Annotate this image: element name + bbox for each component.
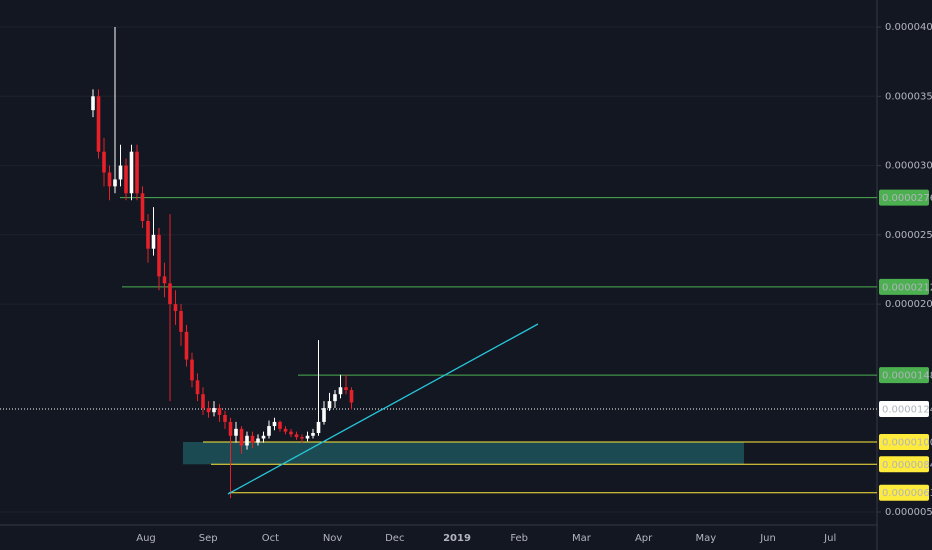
- x-tick-label: Sep: [199, 533, 218, 544]
- candle-body: [206, 408, 211, 413]
- x-tick-label: Nov: [323, 533, 343, 544]
- candle-body: [338, 387, 343, 395]
- candle-body: [223, 414, 227, 422]
- y-tick-label: 0.00004000: [885, 22, 932, 33]
- price-badge: [879, 189, 929, 206]
- x-tick-label: 2019: [443, 533, 471, 544]
- candle-body: [118, 165, 123, 180]
- candle-body: [305, 435, 310, 439]
- x-tick-label: Jun: [759, 533, 776, 544]
- candle-body: [311, 432, 315, 436]
- candle-body: [267, 426, 271, 436]
- candle-body: [250, 435, 255, 443]
- candle-body: [190, 359, 194, 381]
- trend-line: [227, 323, 539, 495]
- candle-body: [91, 96, 95, 111]
- candle-body: [289, 431, 293, 435]
- candle-body: [113, 179, 117, 187]
- x-tick-label: May: [695, 533, 716, 544]
- zone: [183, 442, 744, 465]
- candle-body: [283, 428, 288, 432]
- candle-body: [316, 421, 321, 433]
- candle-body: [344, 387, 348, 391]
- price-badge-label: 0.00001488: [882, 371, 932, 382]
- x-tick-label: Feb: [510, 533, 528, 544]
- candle-body: [212, 408, 216, 413]
- candle-body: [173, 304, 178, 312]
- y-tick-label: 0.00000500: [885, 507, 932, 518]
- x-tick-label: Dec: [385, 533, 404, 544]
- candle-body: [333, 394, 337, 402]
- candle-body: [327, 401, 332, 409]
- x-tick-label: Apr: [635, 533, 653, 544]
- candle-body: [168, 283, 172, 305]
- candle-body: [184, 331, 189, 360]
- candle-body: [261, 435, 266, 439]
- price-badge-label: 0.00001005: [882, 438, 932, 449]
- candle-body: [217, 408, 222, 415]
- y-tick-label: 0.00002000: [885, 299, 932, 310]
- candle-body: [151, 234, 156, 249]
- price-badge: [879, 456, 929, 473]
- candle-body: [201, 394, 205, 409]
- candle-body: [157, 234, 161, 277]
- x-tick-label: Mar: [572, 533, 592, 544]
- candle-body: [146, 221, 150, 249]
- price-badge-label: 0.00002769: [882, 193, 932, 204]
- y-tick-label: 0.00003500: [885, 91, 932, 102]
- price-badge: [879, 484, 929, 501]
- candle-body: [245, 435, 249, 446]
- price-badge-label: 0.00002125: [882, 282, 932, 293]
- candle-body: [107, 172, 112, 187]
- candle-body: [349, 390, 354, 403]
- candle-body: [179, 311, 183, 332]
- price-badge: [879, 401, 929, 418]
- candle-body: [256, 438, 260, 443]
- candle-body: [140, 193, 145, 222]
- price-badge: [879, 278, 929, 295]
- price-badge-label: 0.00000639: [882, 488, 932, 499]
- price-badge-label: 0.00001243: [882, 405, 932, 416]
- candle-body: [102, 151, 106, 173]
- price-badge: [879, 367, 929, 384]
- x-tick-label: Oct: [262, 533, 279, 544]
- candle-body: [228, 421, 233, 436]
- candle-body: [294, 434, 299, 438]
- candle-body: [322, 408, 326, 422]
- candle-body: [234, 428, 238, 436]
- price-badge-label: 0.00000844: [882, 460, 932, 471]
- candle-body: [162, 276, 167, 284]
- x-tick-label: Jul: [823, 533, 836, 544]
- y-tick-label: 0.00002500: [885, 230, 932, 241]
- candle-body: [96, 96, 101, 152]
- candle-body: [272, 421, 277, 427]
- candle-body: [129, 151, 134, 194]
- candle-body: [124, 165, 128, 194]
- candle-body: [195, 380, 200, 395]
- y-tick-label: 0.00003000: [885, 161, 932, 172]
- candle-body: [239, 428, 244, 446]
- candle-body: [300, 437, 304, 439]
- candle-body: [135, 151, 139, 194]
- price-badge: [879, 434, 929, 451]
- candle-body: [278, 421, 282, 429]
- x-tick-label: Aug: [136, 533, 156, 544]
